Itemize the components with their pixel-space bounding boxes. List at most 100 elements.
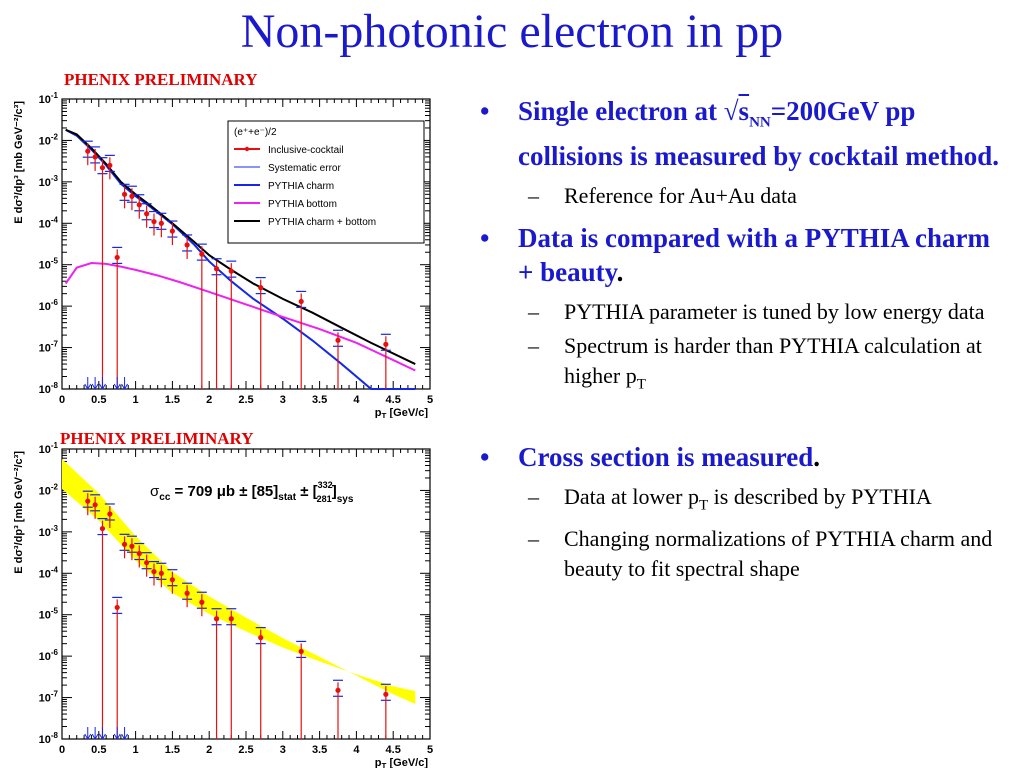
data-point: [121, 191, 128, 197]
data-point: [158, 570, 164, 576]
bullet-list: • Single electron at √sNN=200GeV pp coll…: [478, 94, 1008, 588]
bullet-cross-section: • Cross section is measured.: [480, 441, 820, 472]
x-tick-label: 2: [206, 394, 212, 406]
data-point: [383, 341, 389, 347]
sub-bullet-reference: – Reference for Au+Au data: [528, 183, 797, 209]
upper-limit-arrow-head: [113, 383, 121, 390]
upper-limit-arrow-head: [99, 383, 106, 390]
legend-marker: [244, 146, 250, 152]
data-point: [184, 242, 190, 248]
x-tick-label: 0.5: [91, 394, 106, 406]
y-tick-label: 10-2: [39, 132, 59, 147]
cross-section-annotation: σcc = 709 μb ± [85]stat ± [332 281]sys: [150, 480, 354, 505]
data-point: [136, 550, 142, 557]
data-point: [151, 568, 157, 575]
slide-title: Non-photonic electron in pp: [240, 5, 784, 58]
data-point: [213, 266, 220, 272]
x-axis-label: pT [GeV/c]: [375, 407, 429, 418]
upper-limit-arrow-head: [113, 733, 121, 740]
data-point: [121, 541, 128, 547]
curve-pythia-bottom: [64, 261, 416, 372]
y-tick-label: 10-8: [39, 381, 59, 396]
legend-label: PYTHIA bottom: [268, 199, 337, 210]
upper-limit-arrow-head: [121, 733, 128, 740]
x-tick-label: 0: [59, 394, 65, 406]
data-point: [107, 162, 113, 168]
legend-header: (e⁺+e⁻)/2: [234, 127, 277, 138]
bullet-single-electron: • Single electron at √sNN=200GeV pp coll…: [480, 96, 1000, 172]
x-tick-label: 1.5: [165, 744, 180, 756]
bullet-dot: •: [480, 96, 490, 126]
preliminary-label-top: PHENIX PRELIMINARY: [64, 70, 258, 89]
x-tick-label: 4: [353, 744, 360, 756]
legend-label: PYTHIA charm: [268, 181, 334, 192]
data-point: [136, 202, 142, 208]
y-tick-label: 10-7: [39, 340, 59, 355]
upper-limit-arrow-head: [91, 733, 99, 740]
sub-bullet-lower-pt: – Data at lower pT is described by PYTHIA: [528, 483, 932, 514]
data-point: [228, 268, 234, 274]
y-tick-label: 10-4: [39, 565, 59, 580]
legend-label: PYTHIA charm + bottom: [268, 217, 376, 228]
x-tick-label: 3.5: [312, 744, 327, 756]
x-tick-label: 3: [280, 394, 286, 406]
data-point: [184, 590, 190, 596]
y-tick-label: 10-6: [39, 648, 59, 663]
data-point: [129, 543, 135, 549]
x-tick-label: 0.5: [91, 744, 106, 756]
data-point: [92, 502, 98, 508]
y-tick-label: 10-7: [39, 690, 59, 705]
y-tick-label: 10-8: [39, 731, 59, 746]
data-point: [158, 220, 164, 226]
data-point: [383, 691, 389, 697]
y-tick-label: 10-5: [39, 607, 59, 622]
legend-label: Systematic error: [268, 163, 341, 174]
y-tick-label: 10-6: [39, 298, 59, 313]
x-tick-label: 5: [427, 744, 433, 756]
upper-limit-arrow-head: [91, 383, 99, 390]
data-point: [151, 218, 157, 225]
data-point: [85, 498, 91, 504]
x-tick-label: 4.5: [386, 744, 401, 756]
bullet-dot: •: [480, 223, 490, 254]
x-tick-label: 2.5: [238, 744, 253, 756]
data-point: [228, 616, 234, 622]
upper-limit-arrow-head: [99, 733, 106, 740]
data-point: [114, 604, 120, 611]
sub-bullet-harder-spectrum: – Spectrum is harder than PYTHIA calculat…: [528, 333, 982, 393]
x-tick-label: 2: [206, 744, 212, 756]
x-tick-label: 4: [353, 394, 360, 406]
data-point: [258, 635, 264, 641]
data-point: [213, 616, 220, 622]
spectrum-chart-top: 0 0.5 1 1.5 2 2.5 3 3.5 4 4.5 5 10-8 10-7 10-6 10-5 10-…: [13, 91, 433, 418]
data-point: [298, 298, 304, 305]
preliminary-label-bottom: PHENIX PRELIMINARY: [60, 429, 254, 448]
data-point: [129, 193, 135, 199]
data-point: [199, 599, 205, 605]
y-tick-label: 10-3: [39, 174, 59, 189]
data-point: [335, 687, 341, 693]
data-point: [85, 148, 91, 154]
x-tick-label: 5: [427, 394, 433, 406]
y-tick-label: 10-5: [39, 257, 59, 272]
data-point: [99, 525, 106, 532]
bullet-pythia-compare: • Data is compared with a PYTHIA charm +…: [480, 223, 990, 288]
data-point: [169, 577, 175, 583]
y-tick-label: 10-2: [39, 482, 59, 497]
y-tick-label: 10-1: [39, 441, 59, 456]
data-point: [144, 560, 150, 566]
sub-bullet-pythia-tuned: – PYTHIA parameter is tuned by low energy…: [528, 299, 985, 325]
x-tick-label: 1.5: [165, 394, 180, 406]
y-axis-label: E dσ³/dp³ [mb GeV⁻²/c³]: [13, 451, 25, 574]
data-point: [335, 337, 341, 343]
data-point: [298, 648, 304, 655]
y-tick-label: 10-1: [39, 91, 59, 106]
x-tick-label: 3: [280, 744, 286, 756]
legend-label: Inclusive-cocktail: [268, 145, 344, 156]
data-point: [107, 511, 113, 517]
y-axis-label: E dσ³/dp³ [mb GeV⁻²/c³]: [13, 101, 25, 224]
sub-bullet-normalizations: – Changing normalizations of PYTHIA charm…: [528, 526, 993, 582]
x-tick-label: 1: [133, 744, 139, 756]
legend-box: [227, 120, 425, 244]
x-tick-label: 2.5: [238, 394, 253, 406]
